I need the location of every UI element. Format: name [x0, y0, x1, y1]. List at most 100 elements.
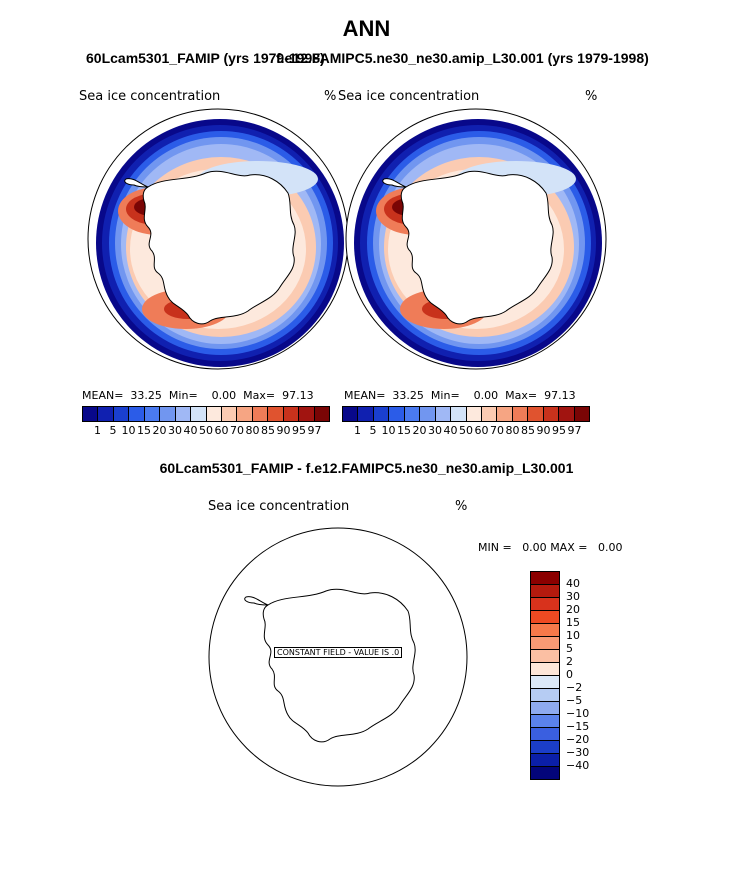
colorbar-swatch	[531, 598, 559, 611]
colorbar-swatch	[451, 407, 467, 421]
colorbar-swatch	[543, 407, 560, 421]
colorbar-swatch	[531, 572, 559, 585]
colorbar-swatch	[191, 407, 207, 421]
colorbar-tick-label: 30	[566, 590, 580, 603]
colorbar-swatch	[531, 637, 559, 650]
colorbar-tick-label: 50	[459, 424, 473, 437]
colorbar-swatch	[314, 407, 329, 421]
colorbar-swatch	[531, 754, 559, 767]
colorbar-swatch	[497, 407, 513, 421]
colorbar-tick-label: 85	[261, 424, 275, 437]
colorbar-swatch	[144, 407, 161, 421]
colorbar-swatch	[98, 407, 114, 421]
right-units: %	[585, 89, 598, 104]
diff-case-title: 60Lcam5301_FAMIP - f.e12.FAMIPC5.ne30_ne…	[159, 460, 574, 476]
colorbar-swatch	[221, 407, 238, 421]
colorbar-swatch	[343, 407, 359, 421]
colorbar-tick-label: 85	[521, 424, 535, 437]
colorbar-swatch	[160, 407, 176, 421]
colorbar-swatch	[531, 741, 559, 754]
colorbar-swatch	[389, 407, 405, 421]
colorbar-tick-label: −40	[566, 759, 590, 772]
colorbar-swatch	[113, 407, 130, 421]
right-colorbar-labels: 1 5 10 15 20 30 40 50 60 70 80 85 90 95 97	[342, 424, 590, 438]
colorbar-swatch	[559, 407, 575, 421]
colorbar-tick-label: 40	[183, 424, 198, 437]
colorbar-tick-label: 5	[369, 424, 377, 437]
colorbar-tick-label: 60	[474, 424, 489, 437]
colorbar-swatch	[358, 407, 374, 421]
right-stats: MEAN= 33.25 Min= 0.00 Max= 97.13	[344, 389, 576, 402]
colorbar-swatch	[252, 407, 269, 421]
colorbar-swatch	[404, 407, 421, 421]
right-map	[345, 108, 607, 370]
colorbar-swatch	[237, 407, 253, 421]
colorbar-tick-label: −15	[566, 720, 590, 733]
colorbar-tick-label: 20	[566, 603, 580, 616]
right-colorbar-swatches	[342, 406, 590, 422]
right-colorbar: 1 5 10 15 20 30 40 50 60 70 80 85 90 95 97	[342, 406, 590, 438]
colorbar-swatch	[481, 407, 498, 421]
colorbar-tick-label: 60	[214, 424, 229, 437]
colorbar-swatch	[268, 407, 284, 421]
colorbar-swatch	[83, 407, 99, 421]
colorbar-tick-label: 0	[566, 668, 573, 681]
diff-field-label: Sea ice concentration	[208, 499, 350, 514]
colorbar-tick-label: −2	[566, 681, 583, 694]
colorbar-swatch	[420, 407, 436, 421]
colorbar-tick-label: 50	[199, 424, 213, 437]
colorbar-swatch	[531, 676, 559, 689]
colorbar-swatch	[283, 407, 300, 421]
colorbar-tick-label: 70	[490, 424, 504, 437]
colorbar-swatch	[466, 407, 482, 421]
right-field-label: Sea ice concentration	[338, 89, 480, 104]
colorbar-tick-label: 90	[536, 424, 551, 437]
colorbar-swatch	[435, 407, 452, 421]
left-colorbar-labels: 1 5 10 15 20 30 40 50 60 70 80 85 90 95 97	[82, 424, 330, 438]
colorbar-swatch	[129, 407, 145, 421]
left-colorbar-swatches	[82, 406, 330, 422]
colorbar-tick-label: 20	[412, 424, 427, 437]
colorbar-tick-label: 5	[109, 424, 117, 437]
colorbar-swatch	[574, 407, 589, 421]
left-units: %	[324, 89, 337, 104]
colorbar-tick-label: 2	[566, 655, 573, 668]
colorbar-tick-label: −20	[566, 733, 590, 746]
colorbar-tick-label: −5	[566, 694, 583, 707]
colorbar-tick-label: 10	[121, 424, 136, 437]
colorbar-tick-label: −10	[566, 707, 590, 720]
colorbar-tick-label: 15	[397, 424, 411, 437]
colorbar-swatch	[531, 624, 559, 637]
colorbar-tick-label: 30	[168, 424, 182, 437]
colorbar-tick-label: 97	[567, 424, 582, 437]
left-map	[87, 108, 349, 370]
colorbar-swatch	[531, 650, 559, 663]
colorbar-swatch	[512, 407, 529, 421]
left-field-label: Sea ice concentration	[79, 89, 221, 104]
colorbar-tick-label: 10	[381, 424, 396, 437]
colorbar-swatch	[531, 689, 559, 702]
colorbar-swatch	[373, 407, 390, 421]
colorbar-swatch	[531, 663, 559, 676]
colorbar-tick-label: 95	[292, 424, 306, 437]
colorbar-swatch	[531, 715, 559, 728]
left-colorbar: 1 5 10 15 20 30 40 50 60 70 80 85 90 95 97	[82, 406, 330, 438]
colorbar-tick-label: 1	[354, 424, 361, 437]
colorbar-tick-label: 1	[94, 424, 101, 437]
colorbar-tick-label: 15	[137, 424, 151, 437]
constant-field-note: CONSTANT FIELD - VALUE IS .0	[274, 647, 403, 658]
colorbar-tick-label: 5	[566, 642, 573, 655]
diff-units: %	[455, 499, 468, 514]
colorbar-tick-label: 10	[566, 629, 580, 642]
colorbar-tick-label: 80	[245, 424, 260, 437]
diff-stats: MIN = 0.00 MAX = 0.00	[478, 541, 623, 554]
colorbar-swatch	[175, 407, 192, 421]
colorbar-tick-label: 70	[230, 424, 244, 437]
colorbar-tick-label: 40	[443, 424, 458, 437]
colorbar-swatch	[531, 611, 559, 624]
colorbar-tick-label: 97	[307, 424, 322, 437]
colorbar-swatch	[531, 767, 559, 779]
colorbar-tick-label: 80	[505, 424, 520, 437]
colorbar-swatch	[531, 702, 559, 715]
colorbar-swatch	[299, 407, 315, 421]
